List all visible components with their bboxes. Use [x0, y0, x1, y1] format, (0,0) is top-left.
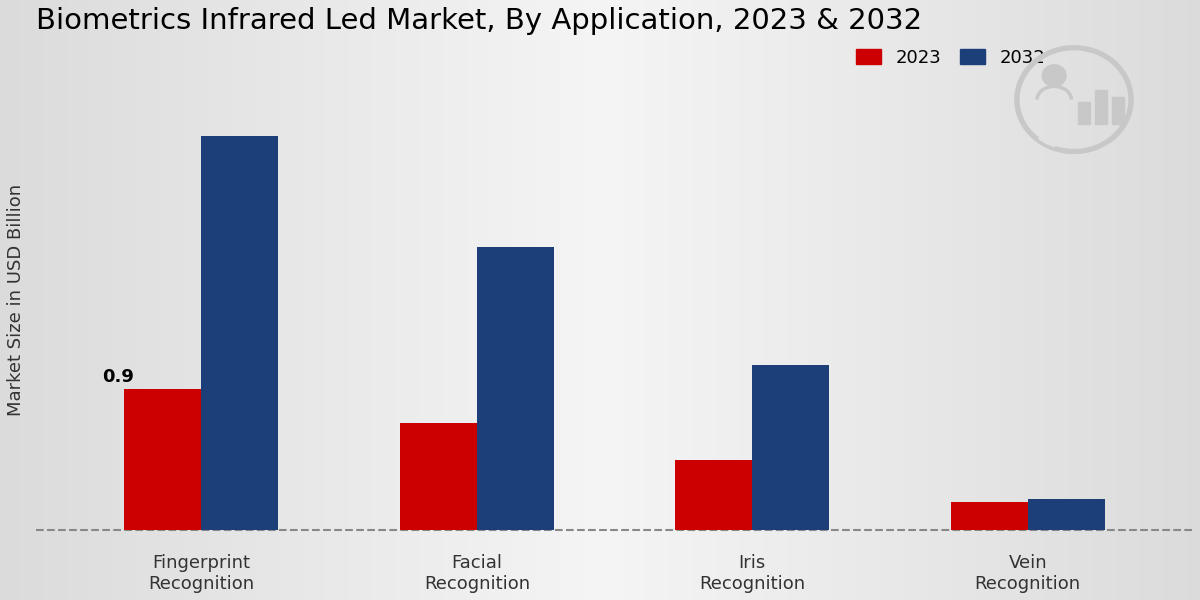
Bar: [125, 389, 202, 530]
Circle shape: [1043, 65, 1066, 86]
Bar: [676, 460, 752, 530]
Bar: [400, 424, 476, 530]
Bar: [950, 502, 1027, 530]
Bar: [1096, 90, 1108, 124]
Legend: 2023, 2032: 2023, 2032: [856, 49, 1045, 67]
Bar: [202, 136, 278, 530]
Bar: [1078, 102, 1090, 124]
Text: 0.9: 0.9: [102, 368, 134, 386]
Y-axis label: Market Size in USD Billion: Market Size in USD Billion: [7, 184, 25, 416]
Bar: [476, 247, 554, 530]
Title: Biometrics Infrared Led Market, By Application, 2023 & 2032: Biometrics Infrared Led Market, By Appli…: [36, 7, 922, 35]
Bar: [752, 365, 829, 530]
Bar: [1112, 97, 1124, 124]
Bar: [1027, 499, 1105, 530]
